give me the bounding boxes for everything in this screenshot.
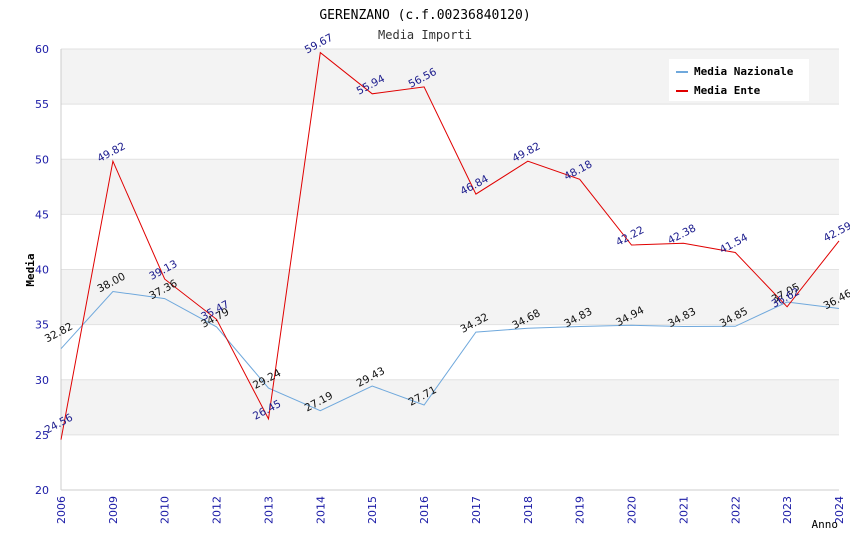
x-tick-label-2019: 2019 (574, 496, 587, 524)
y-axis-label: Media (24, 253, 37, 286)
y-tick-label-50: 50 (35, 153, 49, 166)
band-25-30 (61, 379, 839, 435)
x-tick-label-2018: 2018 (522, 496, 535, 524)
axes (60, 49, 839, 491)
x-tick-labels: 2006 2009 2010 2012 2013 2014 2015 2016 2017 2018… (55, 496, 846, 524)
band-20-25 (61, 434, 839, 490)
y-tick-label-55: 55 (35, 98, 49, 111)
y-tick-label-60: 60 (35, 43, 49, 56)
legend: Media Nazionale Media Ente (669, 59, 809, 101)
x-tick-label-2013: 2013 (262, 496, 275, 524)
series-line-media-ente (60, 51, 840, 440)
x-tick-label-2016: 2016 (418, 496, 431, 524)
y-tick-label-35: 35 (35, 319, 49, 332)
y-tick-label-45: 45 (35, 208, 49, 221)
series-lines (60, 51, 840, 440)
band-40-45 (61, 214, 839, 270)
y-tick-label-20: 20 (35, 484, 49, 497)
band-50-55 (61, 104, 839, 160)
x-tick-label-2014: 2014 (314, 496, 327, 524)
x-axis-label: Anno (812, 518, 839, 531)
x-tick-label-2012: 2012 (211, 496, 224, 524)
legend-label-media-nazionale: Media Nazionale (694, 65, 794, 78)
y-tick-label-30: 30 (35, 374, 49, 387)
band-45-50 (61, 159, 839, 215)
chart-title: GERENZANO (c.f.00236840120) (319, 8, 530, 23)
x-tick-label-2010: 2010 (159, 496, 172, 524)
x-tick-label-2023: 2023 (781, 496, 794, 524)
x-tick-label-2020: 2020 (626, 496, 639, 524)
x-tick-label-2017: 2017 (470, 496, 483, 524)
plot-background-bands (61, 49, 839, 490)
band-35-40 (61, 269, 839, 325)
x-tick-label-2015: 2015 (366, 496, 379, 524)
legend-box (669, 59, 809, 101)
x-tick-label-2021: 2021 (677, 496, 690, 524)
x-tick-label-2024: 2024 (833, 496, 846, 524)
chart-subtitle: Media Importi (378, 28, 472, 42)
x-tick-label-2006: 2006 (55, 496, 68, 524)
y-tick-label-25: 25 (35, 429, 49, 442)
legend-label-media-ente: Media Ente (694, 84, 761, 97)
y-tick-labels: 20 25 30 35 40 45 50 55 60 (35, 43, 49, 497)
x-tick-label-2022: 2022 (729, 496, 742, 524)
y-tick-label-40: 40 (35, 264, 49, 277)
series-line-media-nazionale (60, 290, 840, 412)
x-tick-label-2009: 2009 (107, 496, 120, 524)
band-30-35 (61, 324, 839, 380)
